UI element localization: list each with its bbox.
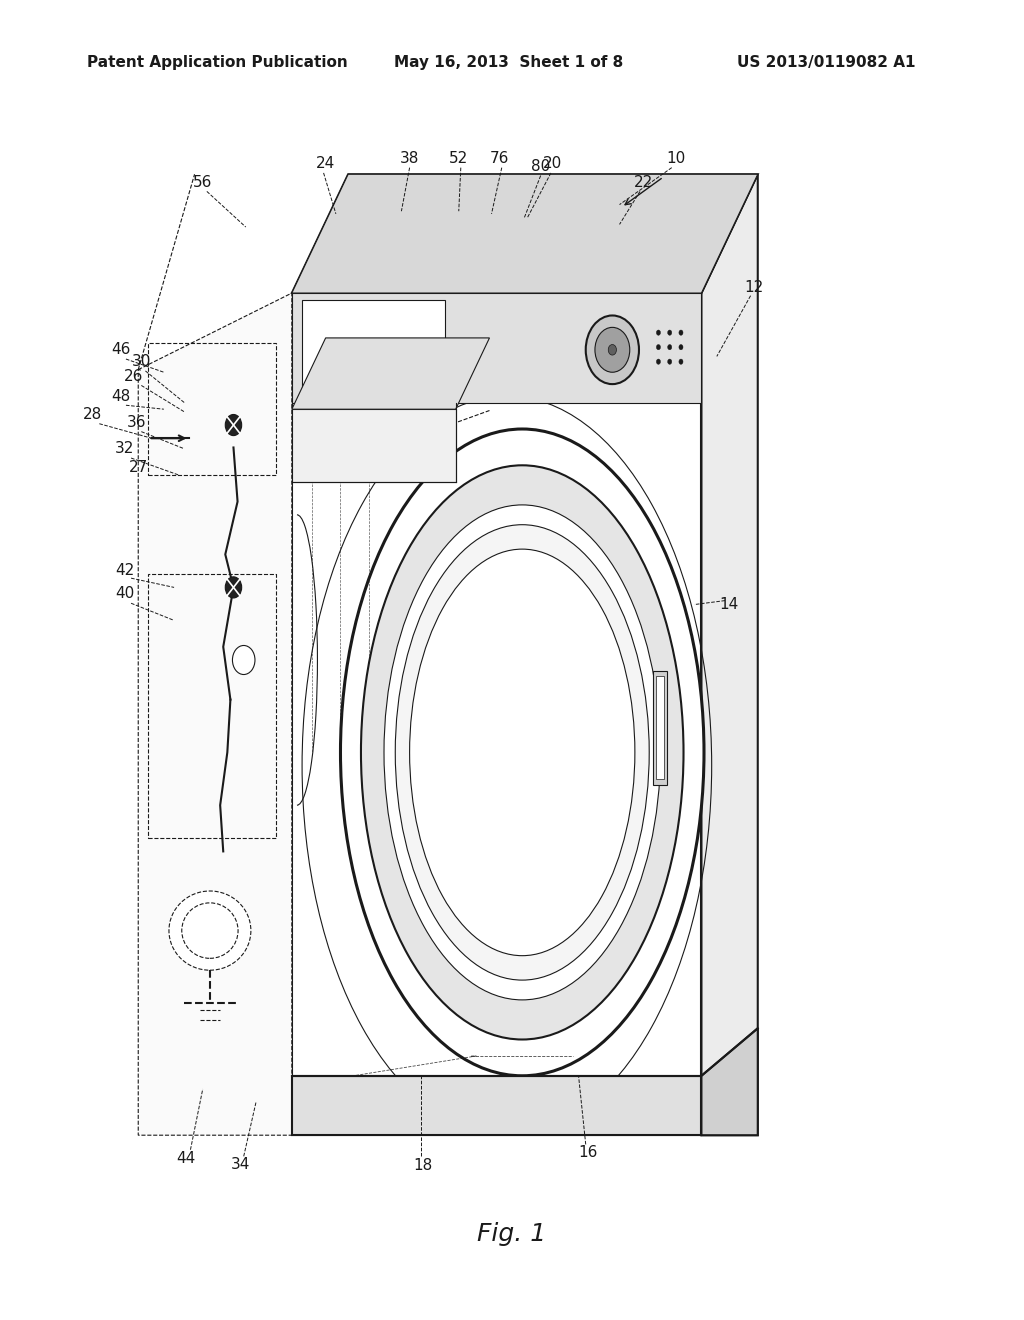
Ellipse shape [410, 549, 635, 956]
Ellipse shape [595, 327, 630, 372]
Text: 12: 12 [744, 280, 763, 296]
Ellipse shape [232, 645, 255, 675]
Polygon shape [292, 174, 758, 293]
Polygon shape [292, 338, 489, 409]
Ellipse shape [340, 429, 705, 1076]
Text: 14: 14 [720, 597, 738, 612]
Text: 56: 56 [194, 174, 212, 190]
Bar [148, 343, 276, 475]
Text: 26: 26 [124, 368, 142, 384]
Ellipse shape [182, 903, 238, 958]
Text: 76: 76 [490, 150, 509, 166]
Ellipse shape [679, 359, 683, 364]
Ellipse shape [225, 414, 242, 436]
Ellipse shape [586, 315, 639, 384]
Polygon shape [701, 1028, 758, 1135]
Polygon shape [292, 409, 456, 482]
Polygon shape [302, 300, 445, 396]
Ellipse shape [656, 330, 660, 335]
Polygon shape [138, 293, 292, 1135]
Text: 36: 36 [126, 414, 146, 430]
Text: 30: 30 [132, 354, 151, 370]
Ellipse shape [395, 525, 649, 979]
Polygon shape [292, 1076, 701, 1135]
Text: 42: 42 [116, 562, 134, 578]
Polygon shape [653, 671, 667, 785]
Text: 24: 24 [316, 156, 335, 172]
Ellipse shape [668, 345, 672, 350]
Text: 22: 22 [634, 174, 652, 190]
Ellipse shape [679, 330, 683, 335]
Text: 32: 32 [116, 441, 134, 457]
Polygon shape [701, 174, 758, 1135]
Bar [148, 574, 276, 838]
Ellipse shape [361, 465, 684, 1040]
Ellipse shape [169, 891, 251, 970]
Text: 34: 34 [231, 1156, 250, 1172]
Ellipse shape [668, 330, 672, 335]
Ellipse shape [225, 577, 242, 598]
Text: 27: 27 [129, 459, 147, 475]
Ellipse shape [608, 345, 616, 355]
Ellipse shape [384, 504, 660, 1001]
Text: US 2013/0119082 A1: US 2013/0119082 A1 [737, 55, 915, 70]
Text: Patent Application Publication: Patent Application Publication [87, 55, 348, 70]
Ellipse shape [679, 345, 683, 350]
Text: 20: 20 [544, 156, 562, 172]
Polygon shape [292, 174, 758, 293]
Text: Fig. 1: Fig. 1 [477, 1222, 547, 1246]
Text: 44: 44 [177, 1151, 196, 1167]
Text: 80: 80 [531, 158, 550, 174]
Text: 52: 52 [450, 150, 468, 166]
Text: 16: 16 [579, 1144, 597, 1160]
Text: May 16, 2013  Sheet 1 of 8: May 16, 2013 Sheet 1 of 8 [394, 55, 624, 70]
Ellipse shape [656, 345, 660, 350]
Polygon shape [656, 676, 664, 779]
Ellipse shape [656, 359, 660, 364]
Text: 18: 18 [414, 1158, 432, 1173]
Ellipse shape [668, 359, 672, 364]
Text: 10: 10 [667, 150, 685, 166]
Text: 40: 40 [116, 586, 134, 602]
Text: 48: 48 [112, 388, 130, 404]
Text: 38: 38 [400, 150, 419, 166]
Text: 28: 28 [83, 407, 101, 422]
Polygon shape [292, 293, 701, 1135]
Text: 46: 46 [112, 342, 130, 358]
Polygon shape [292, 293, 701, 403]
